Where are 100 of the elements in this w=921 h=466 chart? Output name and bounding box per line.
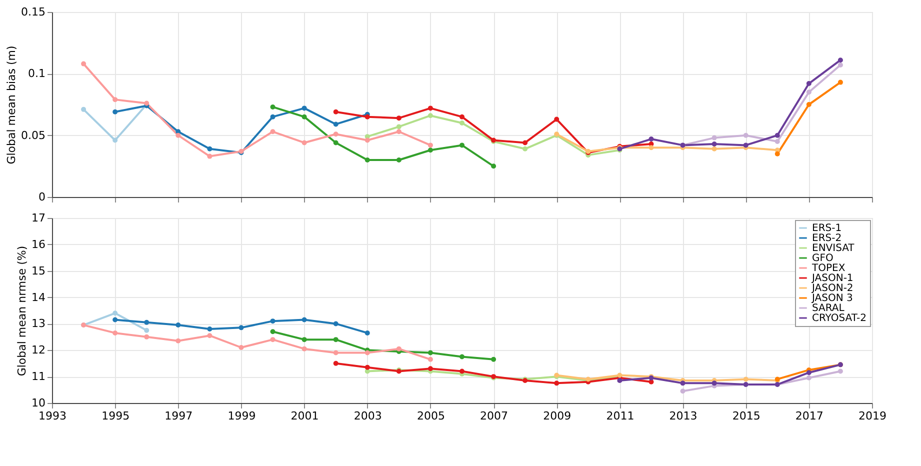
point xyxy=(112,317,118,322)
point xyxy=(112,138,118,143)
legend-label: ERS-2 xyxy=(812,233,842,244)
point xyxy=(838,62,843,68)
y-tick-label: 0.15 xyxy=(21,6,46,18)
point xyxy=(207,154,212,159)
x-tick-label: 2005 xyxy=(416,410,445,422)
point xyxy=(144,320,150,325)
x-tick-label: 1997 xyxy=(164,410,193,422)
point xyxy=(270,329,276,334)
point xyxy=(460,114,464,120)
x-tick-label: 2009 xyxy=(543,410,572,422)
point xyxy=(838,80,843,85)
point xyxy=(364,364,370,370)
point xyxy=(428,106,433,111)
y-tick-label: 0.05 xyxy=(21,128,46,142)
point xyxy=(428,350,433,356)
point xyxy=(112,330,118,336)
point xyxy=(176,338,181,344)
point xyxy=(302,140,307,146)
point xyxy=(176,322,181,328)
point xyxy=(774,151,780,156)
y-tick-label: 10 xyxy=(32,396,46,410)
x-tick-label: 2015 xyxy=(732,410,760,422)
point xyxy=(554,380,560,386)
y-tick-label: 15 xyxy=(32,264,46,278)
point xyxy=(302,337,307,342)
y-tick-label: 0 xyxy=(38,190,46,204)
point xyxy=(680,388,686,394)
legend-label: TOPEX xyxy=(811,263,846,274)
x-tick-label: 2003 xyxy=(354,410,382,422)
point xyxy=(207,326,212,332)
point xyxy=(491,164,496,169)
point xyxy=(144,328,150,333)
point xyxy=(460,142,464,148)
point xyxy=(396,158,402,162)
point xyxy=(333,350,338,356)
y-axis-title: Global mean bias (m) xyxy=(5,46,18,164)
legend-label: JASON-1 xyxy=(811,273,854,284)
point xyxy=(648,145,654,150)
point xyxy=(396,124,402,130)
legend-label: JASON 3 xyxy=(811,293,853,304)
point xyxy=(774,139,780,144)
point xyxy=(428,356,433,362)
point xyxy=(648,136,654,142)
point xyxy=(81,61,86,66)
point xyxy=(554,116,560,122)
point xyxy=(460,368,464,374)
point xyxy=(712,135,717,140)
legend-label: JASON-2 xyxy=(811,283,854,294)
point xyxy=(396,346,402,352)
x-tick-label: 2017 xyxy=(795,410,824,422)
point xyxy=(238,345,244,350)
y-tick-label: 12 xyxy=(32,344,46,357)
y-tick-label: 16 xyxy=(32,238,46,251)
point xyxy=(333,132,338,137)
point xyxy=(270,129,276,134)
point xyxy=(460,354,464,360)
point xyxy=(806,90,812,95)
point xyxy=(364,114,370,120)
point xyxy=(428,148,433,153)
point xyxy=(270,104,276,110)
point xyxy=(743,132,748,138)
x-tick-label: 2011 xyxy=(606,410,634,422)
point xyxy=(364,158,370,162)
y-tick-label: 11 xyxy=(32,370,46,384)
point xyxy=(460,120,464,126)
point xyxy=(522,146,528,152)
point xyxy=(806,102,812,107)
point xyxy=(302,114,307,120)
point xyxy=(680,380,686,386)
point xyxy=(806,370,812,376)
legend-label: GFO xyxy=(812,253,834,264)
point xyxy=(743,142,748,148)
x-tick-label: 2013 xyxy=(669,410,698,422)
point xyxy=(333,122,338,127)
point xyxy=(364,330,370,336)
legend-label: CRYOSAT-2 xyxy=(812,313,866,324)
point xyxy=(238,325,244,330)
x-tick-label: 2001 xyxy=(290,410,319,422)
point xyxy=(112,109,118,114)
point xyxy=(333,109,338,114)
x-tick-label: 1993 xyxy=(38,410,66,422)
legend-label: ENVISAT xyxy=(812,243,856,254)
point xyxy=(112,310,118,316)
point xyxy=(428,366,433,372)
point xyxy=(364,138,370,143)
y-tick-label: 17 xyxy=(32,212,46,224)
point xyxy=(712,146,717,152)
point xyxy=(144,334,150,340)
point xyxy=(838,368,843,374)
point xyxy=(207,146,212,152)
point xyxy=(302,106,307,111)
point xyxy=(333,140,338,146)
point xyxy=(428,142,433,148)
point xyxy=(396,129,402,134)
point xyxy=(207,333,212,338)
legend-label: SARAL xyxy=(812,303,845,314)
point xyxy=(396,116,402,121)
point xyxy=(743,376,748,382)
